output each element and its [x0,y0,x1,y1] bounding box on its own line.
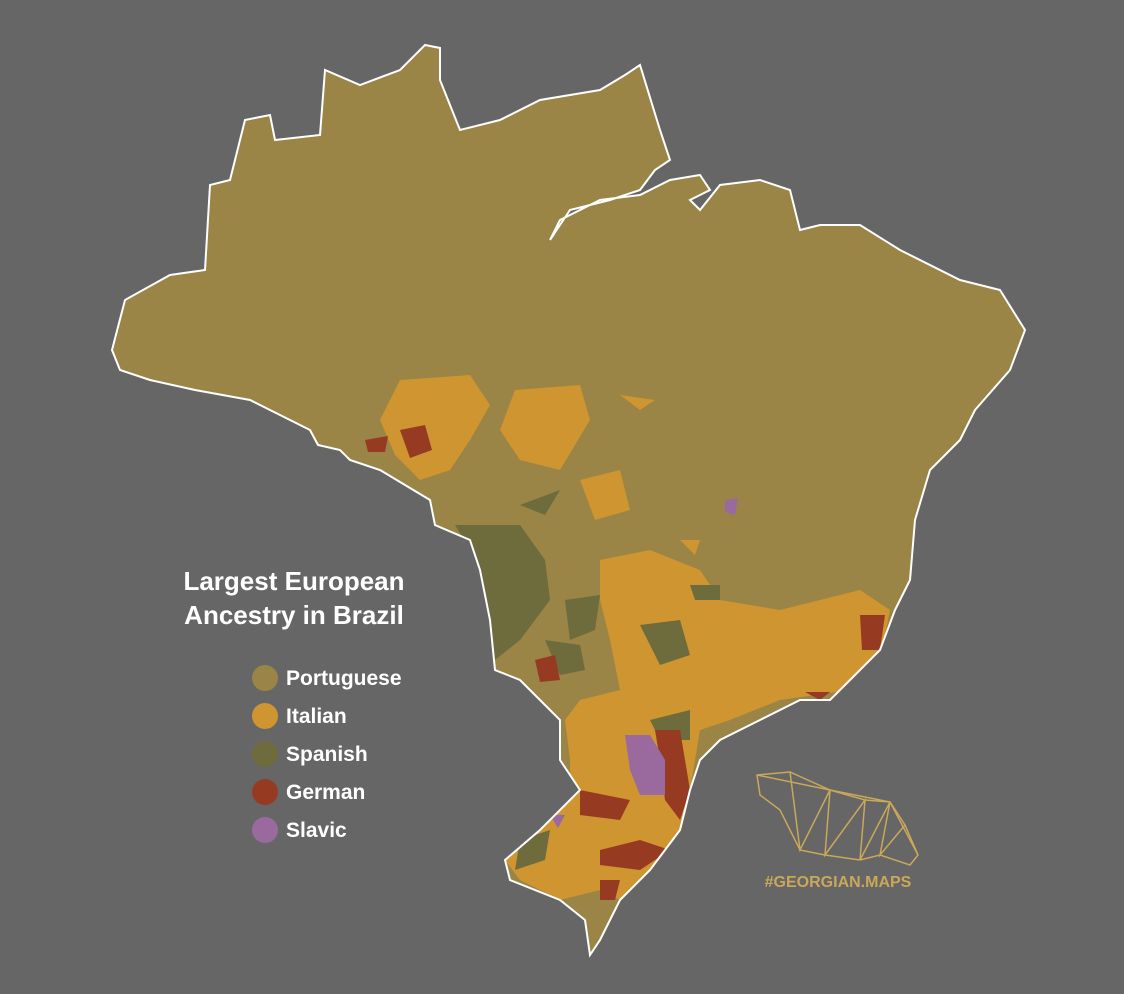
legend-label: Italian [286,705,347,728]
legend-swatch [252,665,278,691]
legend-swatch [252,779,278,805]
map-title: Ancestry in Brazil [184,600,404,630]
german-region [365,425,885,900]
spanish-region [455,490,720,870]
watermark: #GEORGIAN.MAPS [765,874,912,891]
legend: Portuguese Italian Spanish German Slavic [252,665,402,843]
legend-label: Portuguese [286,667,402,690]
portuguese-region [112,45,1025,955]
map-title: Largest European [183,566,404,596]
legend-label: Spanish [286,743,368,766]
legend-swatch [252,817,278,843]
legend-swatch [252,741,278,767]
legend-label: Slavic [286,819,347,842]
italian-region [380,375,890,900]
logo [756,771,919,866]
legend-swatch [252,703,278,729]
legend-label: German [286,781,365,804]
slavic-region [550,498,738,828]
